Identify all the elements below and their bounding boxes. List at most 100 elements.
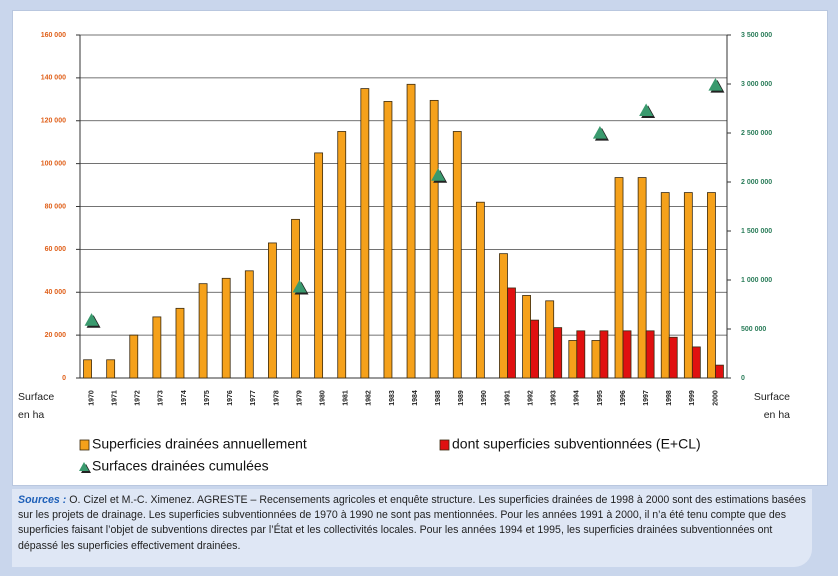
x-tick-label: 1972 bbox=[135, 390, 142, 406]
marker bbox=[639, 103, 654, 117]
y-tick-label: 160 000 bbox=[41, 32, 66, 39]
bar bbox=[614, 177, 624, 379]
x-tick-label: 1971 bbox=[112, 390, 119, 406]
marker bbox=[708, 77, 723, 91]
y2-tick-label: 2 500 000 bbox=[741, 130, 772, 137]
marker bbox=[431, 168, 446, 181]
bar bbox=[715, 364, 724, 379]
bar bbox=[568, 340, 578, 379]
bar bbox=[406, 83, 416, 379]
marker bbox=[292, 279, 307, 293]
x-tick-label: 1979 bbox=[296, 390, 303, 406]
marker bbox=[592, 126, 607, 139]
x-tick-label: 1981 bbox=[343, 390, 350, 406]
y-tick-label: 140 000 bbox=[41, 75, 66, 82]
y2-axis-label: en ha bbox=[764, 409, 790, 421]
y2-tick-label: 1 500 000 bbox=[741, 228, 772, 235]
bar bbox=[268, 242, 277, 379]
x-tick-label: 1988 bbox=[435, 390, 442, 406]
bar bbox=[129, 334, 139, 379]
bar bbox=[244, 270, 254, 379]
legend-label: Surfaces drainées cumulées bbox=[92, 458, 269, 474]
bar bbox=[522, 295, 531, 379]
bar bbox=[707, 192, 716, 379]
x-tick-label: 1973 bbox=[158, 390, 165, 406]
y2-tick-label: 2 000 000 bbox=[741, 179, 772, 186]
y-tick-label: 60 000 bbox=[45, 246, 67, 253]
bar bbox=[452, 131, 462, 379]
x-tick-label: 2000 bbox=[712, 390, 719, 406]
x-tick-label: 1999 bbox=[689, 390, 696, 406]
bar bbox=[545, 300, 555, 379]
source-label: Sources : bbox=[18, 494, 67, 506]
bar bbox=[645, 330, 655, 379]
x-tick-label: 1991 bbox=[504, 390, 511, 406]
bar bbox=[622, 330, 632, 379]
y2-tick-label: 500 000 bbox=[741, 326, 766, 333]
marker bbox=[84, 313, 99, 326]
legend-marker bbox=[79, 462, 89, 471]
bar bbox=[683, 192, 693, 379]
y2-tick-label: 0 bbox=[741, 375, 745, 382]
x-tick-label: 1998 bbox=[666, 390, 673, 406]
bar bbox=[475, 201, 485, 379]
bar bbox=[530, 319, 539, 379]
bar bbox=[553, 327, 563, 379]
source-note: Sources : O. Cizel et M.-C. Ximenez. AGR… bbox=[12, 489, 812, 567]
bar bbox=[337, 131, 347, 379]
x-tick-label: 1975 bbox=[204, 390, 211, 406]
bar bbox=[83, 359, 92, 379]
y-tick-label: 0 bbox=[62, 375, 66, 382]
y-axis-label: en ha bbox=[18, 409, 44, 421]
x-tick-label: 1989 bbox=[458, 390, 465, 406]
x-tick-label: 1993 bbox=[551, 390, 558, 406]
bar bbox=[383, 101, 393, 379]
x-tick-label: 1982 bbox=[366, 390, 373, 406]
x-tick-label: 1995 bbox=[597, 390, 604, 406]
y2-tick-label: 3 500 000 bbox=[741, 32, 772, 39]
bar bbox=[314, 152, 324, 379]
y-axis-label: Surface bbox=[18, 391, 54, 403]
x-tick-label: 1974 bbox=[181, 390, 188, 406]
x-tick-label: 1990 bbox=[481, 390, 488, 406]
y2-tick-label: 1 000 000 bbox=[741, 277, 772, 284]
x-tick-label: 1977 bbox=[250, 390, 257, 406]
legend-label: dont superficies subventionnées (E+CL) bbox=[452, 436, 701, 452]
bar bbox=[152, 316, 162, 379]
y-tick-label: 120 000 bbox=[41, 118, 66, 125]
source-text: O. Cizel et M.-C. Ximenez. AGRESTE – Rec… bbox=[18, 494, 806, 552]
bar bbox=[637, 177, 647, 379]
x-tick-label: 1970 bbox=[88, 390, 95, 406]
bar bbox=[221, 277, 231, 379]
y-tick-label: 100 000 bbox=[41, 160, 66, 167]
bar bbox=[599, 330, 609, 379]
bar bbox=[660, 192, 670, 379]
bar bbox=[198, 283, 208, 379]
x-tick-label: 1978 bbox=[273, 390, 280, 406]
x-tick-label: 1996 bbox=[620, 390, 627, 406]
x-tick-label: 1997 bbox=[643, 390, 650, 406]
chart: 0 20 000 40 000 60 000 80 000 100 000 120 000 1… bbox=[18, 32, 790, 474]
x-tick-label: 1980 bbox=[319, 390, 326, 406]
legend-swatch bbox=[79, 439, 90, 451]
bar bbox=[668, 336, 678, 379]
bar bbox=[429, 99, 439, 379]
x-tick-label: 1983 bbox=[389, 390, 396, 406]
bar bbox=[507, 287, 516, 379]
x-tick-label: 1976 bbox=[227, 390, 234, 406]
bar bbox=[106, 359, 116, 379]
y2-axis-label: Surface bbox=[754, 391, 790, 403]
bar bbox=[175, 307, 185, 379]
y-tick-label: 40 000 bbox=[45, 289, 67, 296]
bar bbox=[291, 218, 300, 379]
x-tick-label: 1994 bbox=[574, 390, 581, 406]
bar bbox=[591, 340, 601, 379]
legend-label: Superficies drainées annuellement bbox=[92, 436, 307, 452]
y-tick-label: 20 000 bbox=[45, 332, 67, 339]
y2-tick-label: 3 000 000 bbox=[741, 81, 772, 88]
bar bbox=[576, 330, 586, 379]
legend-swatch bbox=[439, 439, 450, 451]
x-tick-label: 1992 bbox=[527, 390, 534, 406]
x-tick-label: 1984 bbox=[412, 390, 419, 406]
